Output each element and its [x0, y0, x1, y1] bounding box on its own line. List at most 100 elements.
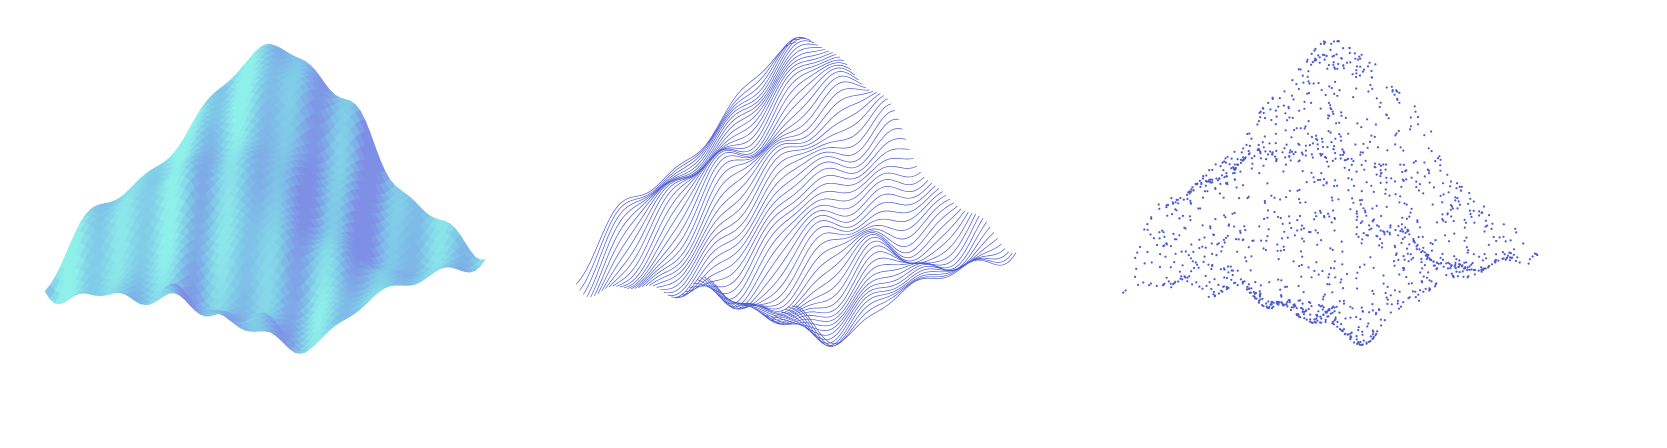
- pointcloud-point: [1298, 109, 1301, 112]
- pointcloud-point: [1358, 55, 1361, 58]
- pointcloud-point: [1316, 143, 1319, 146]
- pointcloud-point: [1309, 313, 1312, 316]
- pointcloud-point: [1270, 303, 1273, 306]
- pointcloud-point: [1204, 179, 1207, 182]
- pointcloud-point: [1330, 221, 1333, 224]
- pointcloud-point: [1186, 197, 1189, 201]
- pointcloud-point: [1373, 162, 1377, 165]
- pointcloud-point: [1355, 335, 1358, 338]
- pointcloud-point: [1341, 148, 1344, 151]
- pointcloud-point: [1210, 242, 1213, 245]
- pointcloud-point: [1273, 210, 1276, 214]
- pointcloud-point: [1259, 284, 1262, 287]
- pointcloud-point: [1506, 254, 1509, 257]
- pointcloud-point: [1367, 322, 1370, 325]
- pointcloud-point: [1508, 259, 1511, 262]
- pointcloud-point: [1352, 201, 1355, 204]
- pointcloud-point: [1355, 233, 1358, 236]
- pointcloud-point: [1308, 82, 1311, 85]
- pointcloud-point: [1227, 271, 1230, 274]
- pointcloud-point: [1291, 116, 1294, 119]
- pointcloud-point: [1222, 169, 1225, 172]
- pointcloud-point: [1522, 242, 1525, 245]
- pointcloud-point: [1361, 310, 1364, 313]
- pointcloud-point: [1472, 253, 1475, 256]
- pointcloud-point: [1514, 259, 1517, 263]
- pointcloud-point: [1356, 122, 1359, 125]
- pointcloud-point: [1371, 289, 1374, 293]
- pointcloud-point: [1178, 270, 1181, 273]
- pointcloud-point: [1350, 157, 1353, 160]
- pointcloud-point: [1312, 82, 1315, 85]
- pointcloud-point: [1422, 290, 1425, 293]
- pointcloud-point: [1286, 119, 1289, 122]
- wireframe-profile-line: [689, 148, 910, 288]
- pointcloud-point: [1330, 86, 1333, 90]
- pointcloud-point: [1316, 178, 1320, 182]
- pointcloud-point: [1233, 150, 1236, 153]
- pointcloud-point: [1286, 236, 1289, 239]
- wireframe-profile-line: [729, 198, 951, 310]
- pointcloud-point: [1218, 177, 1221, 180]
- pointcloud-point: [1263, 199, 1266, 203]
- wireframe-profile-line: [638, 71, 859, 289]
- pointcloud-point: [1467, 249, 1470, 252]
- wireframe-profile-line: [616, 54, 837, 287]
- pointcloud-point: [1199, 207, 1202, 210]
- surface-render-canvas: [44, 43, 486, 354]
- pointcloud-point: [1439, 164, 1442, 167]
- pointcloud-point: [1355, 87, 1358, 90]
- pointcloud-point: [1394, 228, 1397, 232]
- wireframe-profile-line: [722, 191, 943, 307]
- pointcloud-point: [1340, 240, 1343, 243]
- pointcloud-point: [1402, 268, 1405, 272]
- pointcloud-point: [1495, 239, 1498, 243]
- pointcloud-point: [1396, 97, 1399, 100]
- wireframe-profile-line: [601, 47, 822, 292]
- pointcloud-point: [1245, 143, 1248, 146]
- pointcloud-point: [1324, 318, 1327, 321]
- pointcloud-point: [1441, 201, 1444, 204]
- pointcloud-point: [1338, 89, 1341, 92]
- pointcloud-point: [1332, 209, 1335, 212]
- pointcloud-point: [1221, 161, 1224, 164]
- pointcloud-point: [1366, 146, 1369, 149]
- pointcloud-point: [1340, 57, 1343, 60]
- wireframe-render-panel: [556, 0, 1111, 448]
- pointcloud-point: [1353, 341, 1356, 344]
- pointcloud-point: [1405, 275, 1408, 279]
- pointcloud-point: [1423, 161, 1426, 164]
- pointcloud-point: [1283, 147, 1286, 150]
- pointcloud-point: [1449, 267, 1452, 270]
- pointcloud-point: [1233, 163, 1236, 166]
- pointcloud-point: [1262, 247, 1265, 250]
- pointcloud-point: [1414, 290, 1417, 293]
- pointcloud-point: [1134, 256, 1137, 259]
- pointcloud-point: [1359, 340, 1362, 344]
- pointcloud-point: [1321, 269, 1324, 273]
- pointcloud-point: [1231, 212, 1234, 215]
- pointcloud-point: [1509, 239, 1512, 242]
- pointcloud-point: [1381, 242, 1384, 245]
- wireframe-profile-line: [674, 110, 896, 299]
- pointcloud-point: [1299, 68, 1302, 71]
- pointcloud-point: [1340, 323, 1343, 326]
- pointcloud-point: [1248, 287, 1251, 290]
- pointcloud-point: [1449, 208, 1452, 211]
- pointcloud-point: [1224, 236, 1228, 239]
- pointcloud-point: [1161, 284, 1164, 287]
- pointcloud-point: [1446, 173, 1449, 176]
- pointcloud-point: [1296, 229, 1299, 232]
- pointcloud-point: [1284, 156, 1287, 159]
- pointcloud-point: [1220, 250, 1223, 253]
- wireframe-profile-line: [693, 157, 914, 294]
- pointcloud-point: [1300, 275, 1303, 278]
- pointcloud-point: [1327, 165, 1330, 168]
- pointcloud-point: [1222, 238, 1225, 241]
- pointcloud-point: [1155, 243, 1159, 247]
- pointcloud-point: [1420, 261, 1423, 264]
- pointcloud-point: [1480, 211, 1483, 215]
- pointcloud-point: [1461, 264, 1464, 267]
- pointcloud-point: [1371, 303, 1374, 306]
- pointcloud-point: [1259, 298, 1262, 301]
